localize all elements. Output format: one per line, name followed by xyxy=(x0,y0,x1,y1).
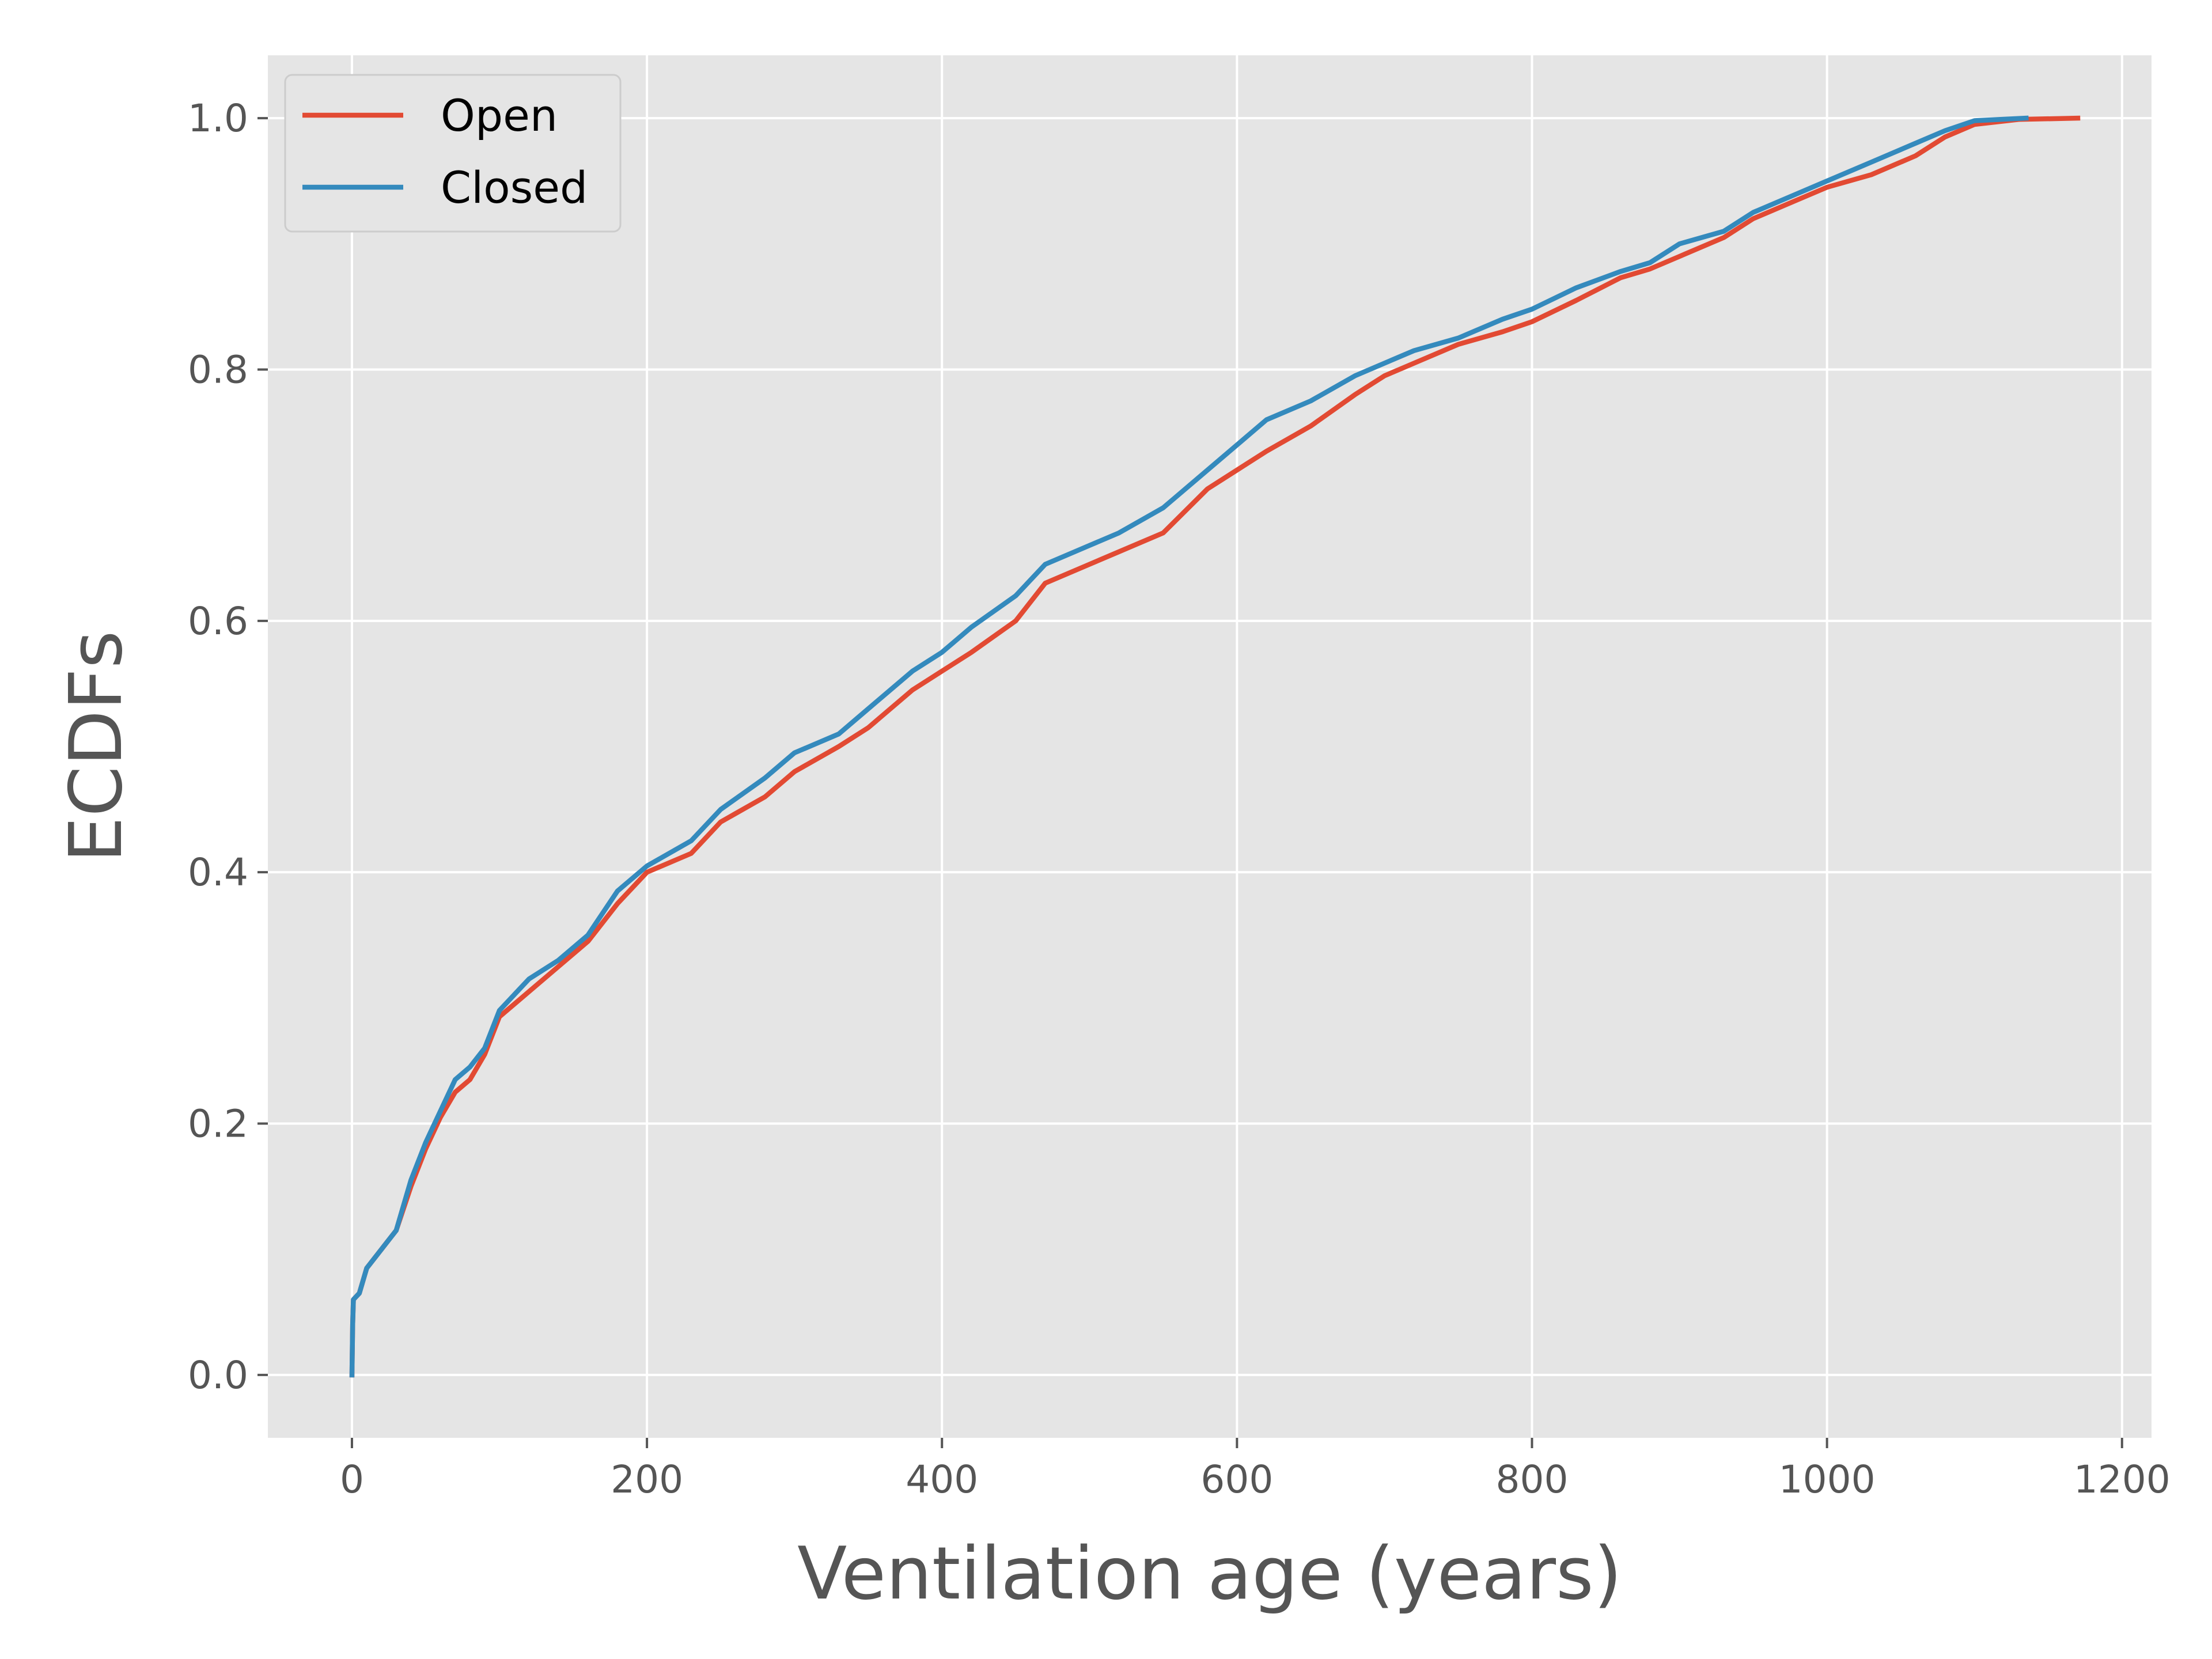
gridlines xyxy=(268,55,2152,1438)
x-tick-label: 200 xyxy=(611,1457,683,1502)
y-tick-label: 0.8 xyxy=(188,347,248,392)
x-tick-label: 800 xyxy=(1496,1457,1569,1502)
y-tick-label: 1.0 xyxy=(188,96,248,141)
y-tick-label: 0.2 xyxy=(188,1102,248,1146)
series-line-closed xyxy=(349,115,2029,1378)
legend: Open Closed xyxy=(284,74,622,233)
x-axis-label: Ventilation age (years) xyxy=(797,1531,1622,1616)
legend-label-open: Open xyxy=(441,90,558,141)
plot-background xyxy=(268,55,2152,1438)
x-tick-label: 600 xyxy=(1200,1457,1273,1502)
y-tick-label: 0.0 xyxy=(188,1353,248,1397)
x-tick-label: 1000 xyxy=(1779,1457,1876,1502)
x-tick-label: 1200 xyxy=(2074,1457,2171,1502)
axis-ticks: 0 200 400 600 800 1000 1200 0.0 0.2 0.4 0.6 0.8 1.0 xyxy=(188,96,2171,1502)
x-tick-label: 0 xyxy=(340,1457,364,1502)
x-tick-label: 400 xyxy=(906,1457,978,1502)
series-line-open xyxy=(349,115,2081,1378)
y-axis-label: ECDFs xyxy=(54,631,138,863)
series-lines xyxy=(349,115,2081,1378)
y-tick-label: 0.6 xyxy=(188,599,248,643)
legend-label-closed: Closed xyxy=(441,162,588,213)
y-tick-label: 0.4 xyxy=(188,850,248,895)
